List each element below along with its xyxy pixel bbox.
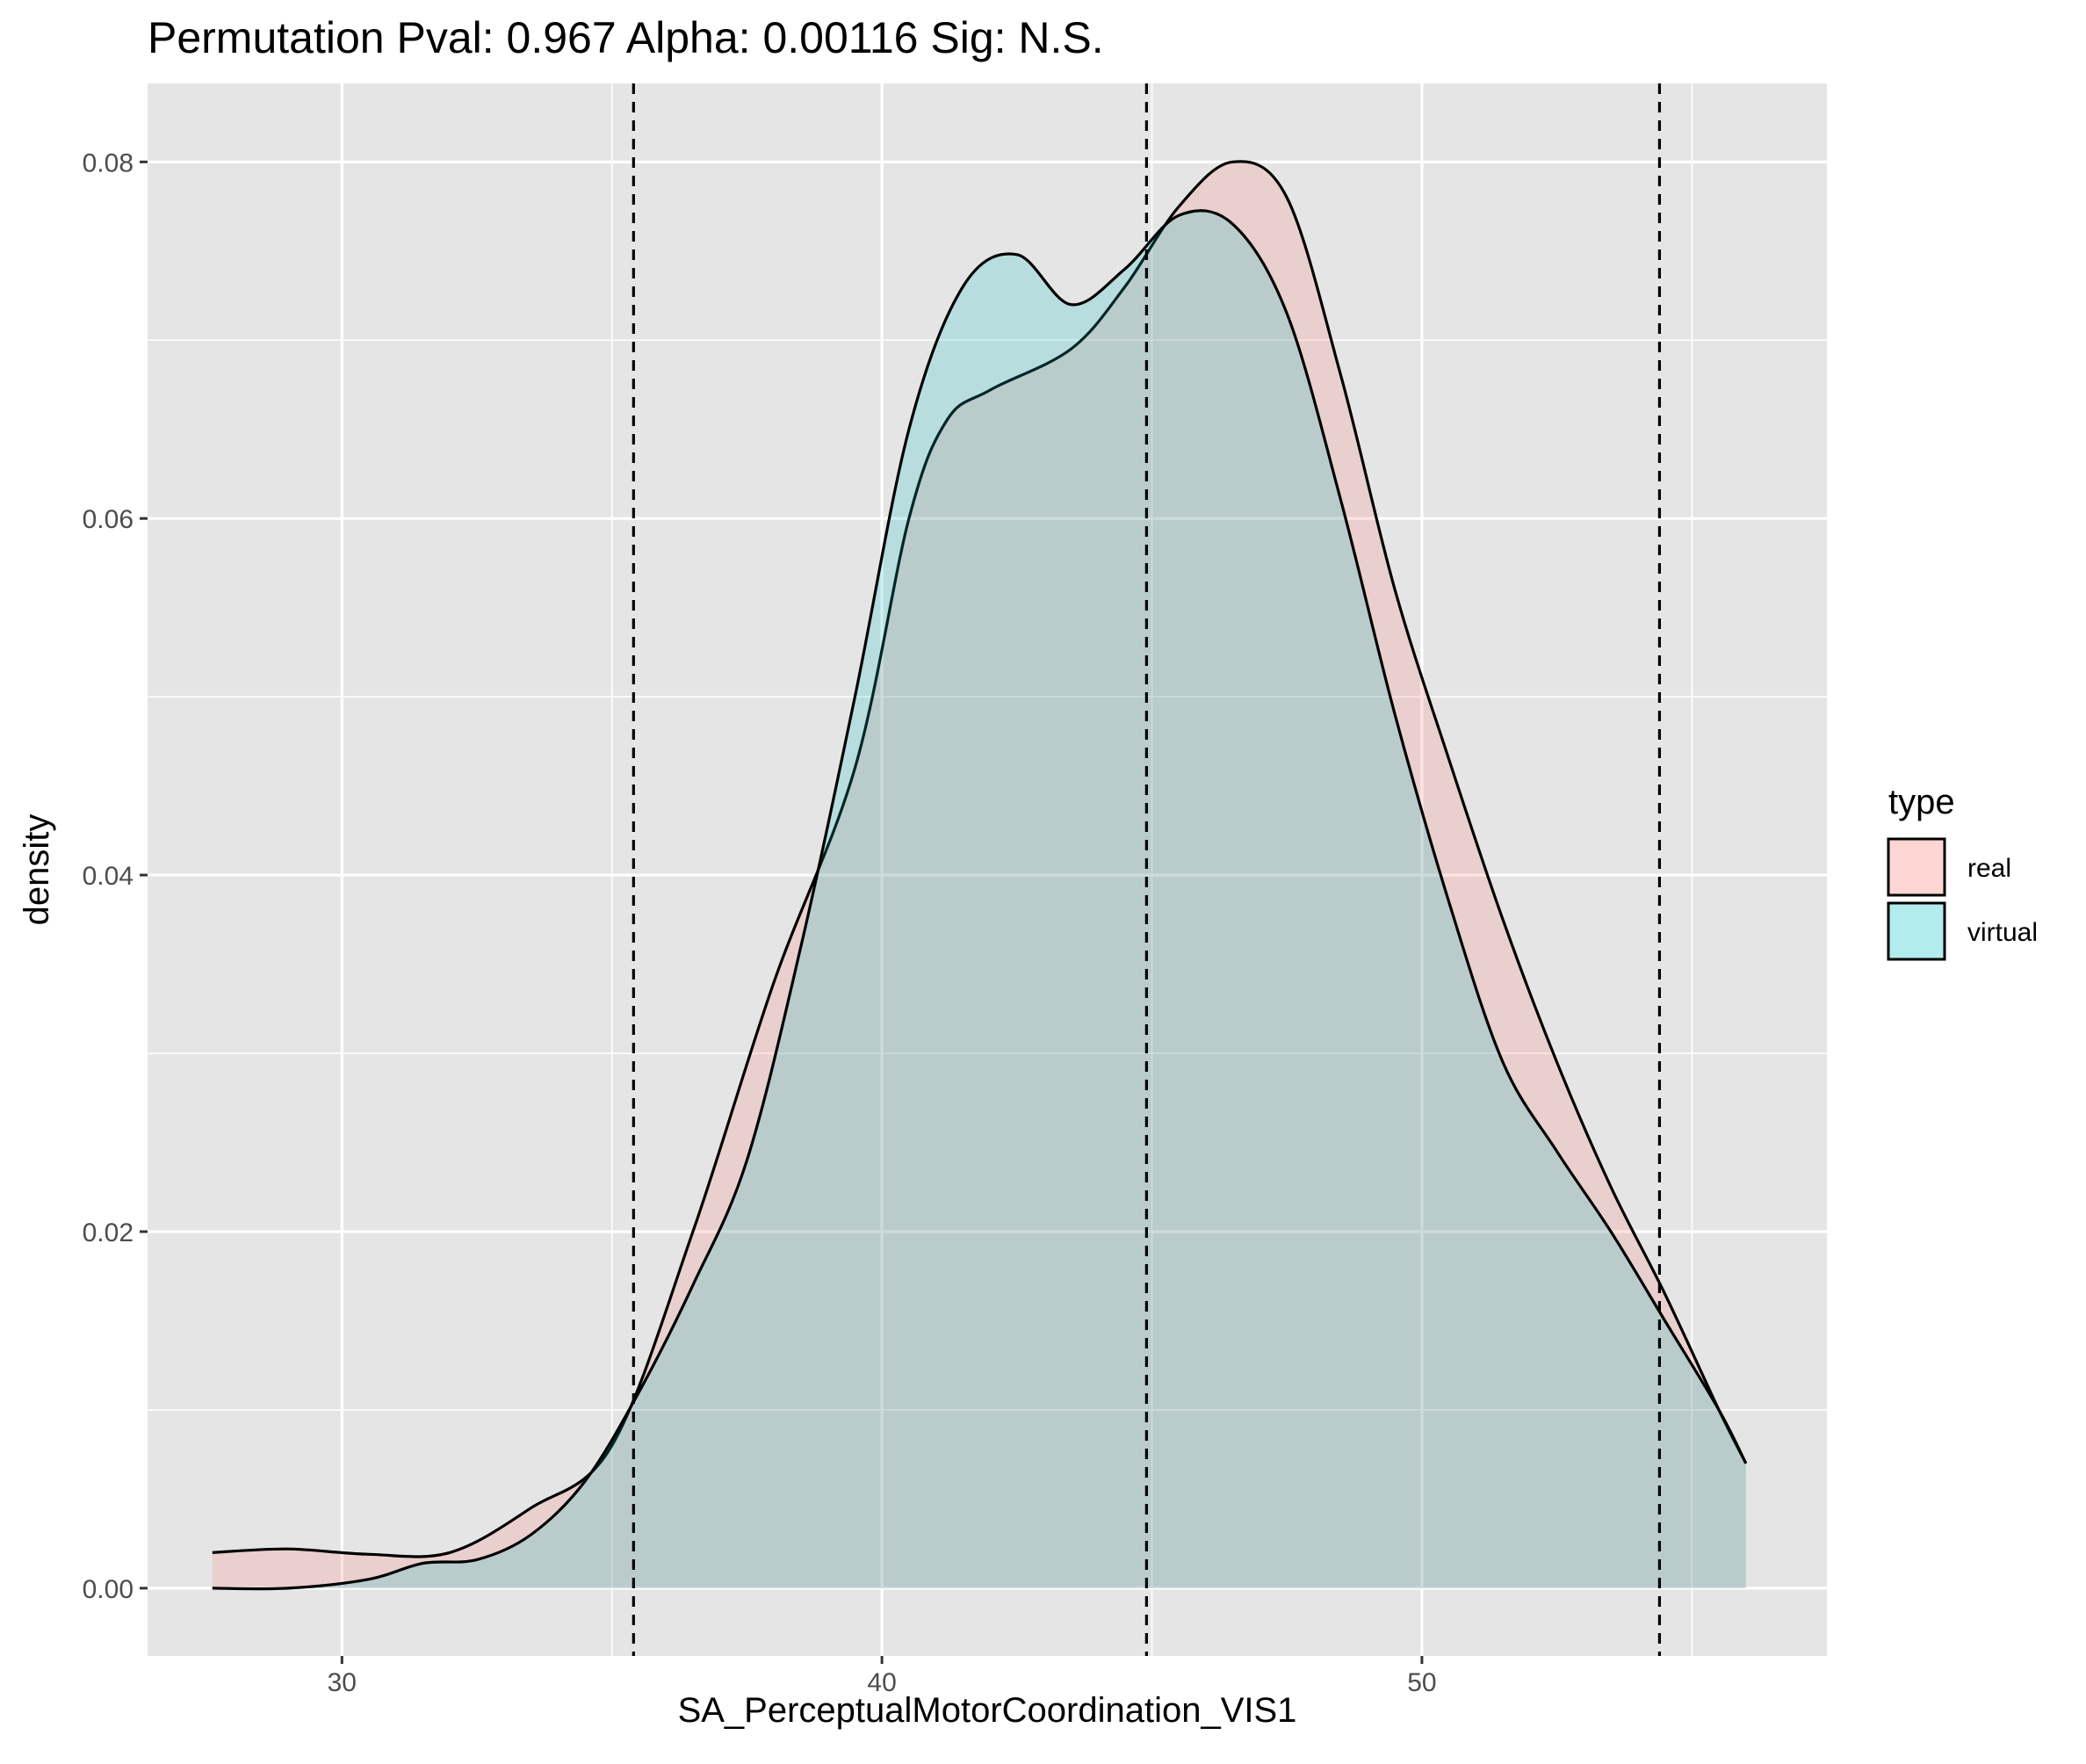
reference-lines: [632, 83, 1662, 1656]
y-tick-label: 0.04: [83, 862, 134, 891]
y-axis-title: density: [18, 814, 56, 926]
density-area-virtual: [212, 210, 1746, 1589]
x-tick-label: 40: [867, 1668, 896, 1697]
y-tick-label: 0.06: [83, 505, 134, 534]
legend-key-virtual: [1887, 901, 1946, 961]
x-tick-label: 50: [1407, 1668, 1436, 1697]
x-tick-label: 30: [328, 1668, 357, 1697]
legend-label-real: real: [1967, 854, 2011, 883]
chart-title: Permutation Pval: 0.967 Alpha: 0.00116 S…: [148, 13, 1104, 62]
y-tick-label: 0.00: [83, 1575, 134, 1604]
density-line-real: [212, 160, 1748, 1558]
density-areas: [212, 160, 1748, 1591]
minor-gridlines: [148, 83, 1827, 1656]
density-line-virtual: [212, 209, 1748, 1591]
major-gridlines: [148, 83, 1827, 1656]
axis-tick-labels: 30 40 50 0.00 0.02 0.04 0.06 0.08: [83, 148, 1437, 1697]
axis-ticks: [140, 160, 1424, 1664]
legend: type real virtual: [1887, 783, 2038, 961]
plot-panel: [148, 83, 1827, 1656]
density-area-real: [212, 161, 1746, 1588]
legend-label-virtual: virtual: [1967, 918, 2038, 947]
legend-key-real: [1887, 837, 1946, 897]
y-tick-label: 0.08: [83, 148, 134, 177]
y-tick-label: 0.02: [83, 1218, 134, 1247]
legend-title: type: [1888, 783, 1955, 821]
x-axis-title: SA_PerceptualMotorCoordination_VIS1: [678, 1691, 1297, 1730]
